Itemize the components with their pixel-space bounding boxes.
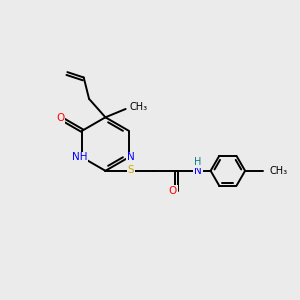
Text: O: O: [169, 186, 177, 196]
Text: CH₃: CH₃: [269, 166, 288, 176]
Text: N: N: [194, 166, 202, 176]
Text: H: H: [194, 158, 202, 167]
Text: N: N: [127, 152, 135, 162]
Text: NH: NH: [72, 152, 88, 162]
Text: CH₃: CH₃: [129, 102, 147, 112]
Text: S: S: [128, 165, 134, 175]
Text: O: O: [56, 113, 64, 124]
